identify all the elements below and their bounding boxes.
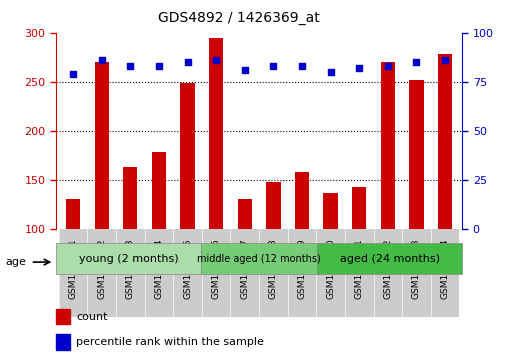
Bar	[94, 62, 109, 229]
Bar	[231, 229, 259, 317]
Text: young (2 months): young (2 months)	[79, 254, 178, 264]
Text: percentile rank within the sample: percentile rank within the sample	[76, 337, 264, 347]
Bar	[145, 229, 173, 317]
Point	[298, 63, 306, 69]
Bar	[431, 229, 459, 317]
FancyBboxPatch shape	[56, 243, 201, 274]
Bar	[202, 229, 231, 317]
Point	[355, 65, 363, 71]
Bar	[438, 54, 452, 229]
Bar	[56, 309, 70, 324]
Bar	[266, 182, 280, 229]
Bar	[87, 229, 116, 317]
Bar	[402, 229, 431, 317]
Bar	[123, 167, 138, 229]
Text: aged (24 months): aged (24 months)	[340, 254, 440, 264]
Bar	[409, 80, 424, 229]
Text: age: age	[5, 257, 26, 267]
Bar	[59, 229, 87, 317]
Text: middle aged (12 months): middle aged (12 months)	[197, 254, 321, 264]
Point	[126, 63, 134, 69]
Point	[212, 57, 220, 63]
Bar	[288, 229, 316, 317]
FancyBboxPatch shape	[317, 243, 462, 274]
Bar	[56, 334, 70, 350]
Point	[183, 59, 192, 65]
Point	[327, 69, 335, 75]
Bar	[324, 193, 338, 229]
Bar	[180, 83, 195, 229]
Point	[269, 63, 277, 69]
Bar	[380, 62, 395, 229]
Bar	[259, 229, 288, 317]
Bar	[66, 199, 80, 229]
Bar	[316, 229, 345, 317]
Text: count: count	[76, 311, 108, 322]
Bar	[173, 229, 202, 317]
Text: GDS4892 / 1426369_at: GDS4892 / 1426369_at	[158, 11, 320, 25]
Point	[155, 63, 163, 69]
Point	[412, 59, 421, 65]
Point	[241, 67, 249, 73]
Point	[69, 71, 77, 77]
Bar	[116, 229, 145, 317]
Bar	[345, 229, 373, 317]
Bar	[295, 172, 309, 229]
Point	[441, 57, 449, 63]
FancyBboxPatch shape	[201, 243, 317, 274]
Bar	[209, 38, 224, 229]
Bar	[238, 199, 252, 229]
Point	[98, 57, 106, 63]
Point	[384, 63, 392, 69]
Bar	[373, 229, 402, 317]
Bar	[352, 187, 366, 229]
Bar	[152, 152, 166, 229]
